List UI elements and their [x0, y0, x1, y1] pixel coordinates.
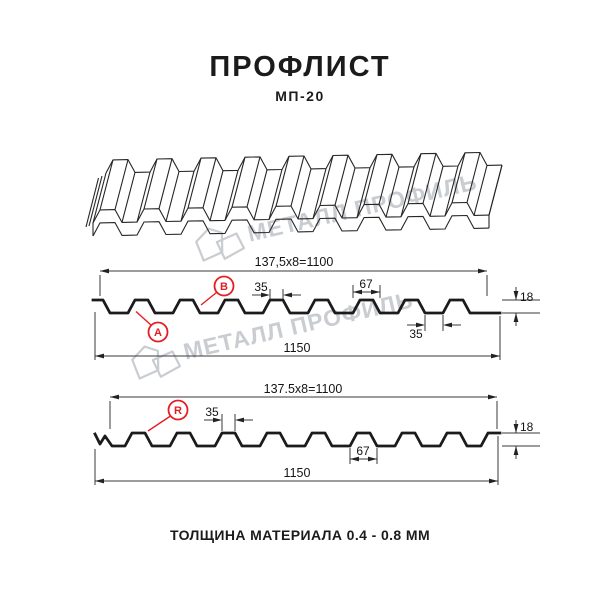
marker-r-circle — [167, 399, 189, 421]
brand-logo-icon — [195, 227, 224, 262]
dim-label-overall-b: 1150 — [284, 341, 311, 355]
section-b-drawing: 137,5x8=1100 35 67 18 35 — [91, 255, 540, 360]
dim-label-height-r: 18 — [520, 420, 534, 434]
marker-b-leader — [200, 291, 217, 306]
marker-r-letter: R — [174, 405, 182, 417]
brand-logo-icon — [215, 232, 246, 260]
marker-a-letter: A — [154, 327, 162, 339]
dim-label-total-width-r: 137.5x8=1100 — [264, 382, 343, 396]
dim-line-18-r — [502, 420, 540, 459]
profile-model-subtitle: МП-20 — [275, 88, 325, 104]
marker-b-circle — [213, 275, 235, 297]
sheet-bottom-edge — [92, 214, 490, 237]
marker-b-letter: B — [220, 281, 228, 293]
material-thickness-note: ТОЛЩИНА МАТЕРИАЛА 0.4 - 0.8 ММ — [169, 527, 431, 543]
marker-a-leader — [135, 310, 152, 327]
dim-line-35-r — [204, 414, 253, 431]
dim-line-35-bottom — [407, 315, 461, 331]
marker-a-circle — [147, 321, 169, 343]
dim-line-1150 — [94, 312, 501, 360]
sheet-end-caps — [85, 164, 503, 236]
dim-line-1100-r — [109, 396, 498, 429]
page-title: ПРОФЛИСТ — [209, 51, 391, 83]
dim-label-rib-base-b: 67 — [359, 277, 373, 291]
dim-label-height-b: 18 — [520, 290, 534, 304]
dim-line-1150-r — [94, 436, 499, 485]
dim-label-valley-b: 35 — [409, 327, 423, 341]
profile-b-outline — [91, 298, 502, 315]
marker-r-leader — [147, 415, 171, 432]
dim-label-total-width-b: 137,5x8=1100 — [255, 255, 334, 269]
sheet-rib-lines — [92, 152, 503, 224]
profile-r-outline — [93, 431, 502, 448]
dim-label-rib-top-b: 35 — [254, 280, 268, 294]
brand-logo-icon — [151, 350, 182, 378]
dim-line-35-top — [252, 289, 301, 299]
section-r-drawing: 137.5x8=1100 35 67 18 1150 R — [93, 382, 540, 485]
sheet-3d-view — [85, 151, 503, 237]
dim-label-rib-top-r: 35 — [205, 405, 219, 419]
dim-line-18 — [502, 287, 540, 326]
dim-line-1100 — [99, 270, 488, 296]
dim-label-rib-base-r: 67 — [356, 444, 370, 458]
dim-label-overall-r: 1150 — [284, 466, 311, 480]
brand-logo-icon — [131, 345, 160, 380]
